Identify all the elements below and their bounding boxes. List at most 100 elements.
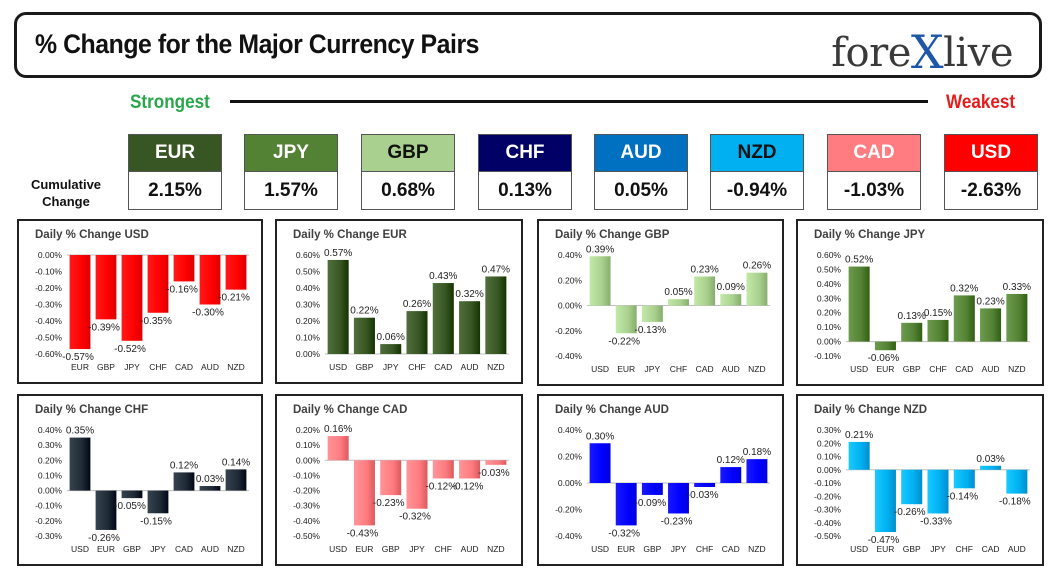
y-tick-label: -0.40% [555, 351, 582, 361]
currency-column-cad: CAD -1.03% [827, 134, 921, 210]
currency-code: NZD [710, 134, 804, 172]
cumulative-change-value: 0.05% [594, 172, 688, 210]
x-tick-label: USD [850, 544, 868, 554]
x-tick-label: AUD [1008, 544, 1026, 554]
y-tick-label: -0.30% [35, 531, 62, 541]
data-label: 0.33% [1003, 282, 1031, 293]
x-tick-label: CAD [696, 364, 714, 374]
data-label: 0.23% [976, 296, 1004, 307]
data-label: -0.14% [946, 491, 978, 502]
bar-aud [459, 301, 481, 354]
weakest-label: Weakest [946, 92, 1016, 113]
bar-eur [353, 460, 375, 526]
y-tick-label: 0.60% [817, 250, 842, 260]
bar-jpy [380, 344, 402, 354]
bar-gbp [901, 322, 923, 342]
x-tick-label: CAD [175, 544, 193, 554]
strength-scale-line [230, 100, 928, 103]
x-tick-label: NZD [227, 544, 244, 554]
bar-chart: 0.40% 0.20% 0.00% -0.20% -0.40% 0.39% USD -0.22… [555, 244, 771, 374]
data-label: -0.43% [347, 528, 379, 539]
y-tick-label: 0.40% [558, 250, 583, 260]
data-label: -0.33% [920, 516, 952, 527]
bar-usd [69, 437, 91, 491]
currency-code: JPY [244, 134, 338, 172]
bar-gbp [353, 317, 375, 354]
y-tick-label: 0.30% [817, 293, 842, 303]
data-label: -0.35% [140, 316, 172, 327]
x-tick-label: GBP [903, 544, 921, 554]
y-tick-label: 0.50% [817, 264, 842, 274]
x-tick-label: CAD [434, 362, 452, 372]
bar-eur [615, 305, 637, 334]
y-tick-label: 0.00% [558, 301, 583, 311]
data-label: 0.22% [350, 306, 378, 317]
currency-code: AUD [594, 134, 688, 172]
chart-title: Daily % Change CHF [35, 404, 149, 416]
bar-eur [95, 490, 117, 530]
x-tick-label: GBP [355, 362, 373, 372]
y-tick-label: 0.00% [817, 465, 842, 475]
data-label: 0.09% [717, 282, 745, 293]
y-tick-label: 0.20% [558, 275, 583, 285]
currency-code: USD [944, 134, 1038, 172]
data-label: -0.18% [999, 497, 1031, 508]
data-label: 0.47% [482, 264, 510, 275]
data-label: -0.09% [635, 498, 667, 509]
cumulative-change-label: Cumulative Change [30, 177, 102, 209]
data-label: 0.26% [743, 261, 771, 272]
bar-chart: 0.40% 0.30% 0.20% 0.10% 0.00% -0.10% -0.20% -0.… [35, 425, 250, 554]
currency-column-usd: USD -2.63% [944, 134, 1038, 210]
bar-gbp [641, 483, 663, 495]
chart-title: Daily % Change USD [35, 229, 149, 241]
y-tick-label: 0.30% [296, 300, 321, 310]
chart-title: Daily % Change EUR [293, 229, 407, 241]
y-tick-label: 0.40% [38, 425, 63, 435]
data-label: 0.23% [690, 264, 718, 275]
y-tick-label: -0.30% [293, 501, 320, 511]
bar-chf [694, 483, 716, 487]
currency-column-nzd: NZD -0.94% [710, 134, 804, 210]
bar-gbp [95, 255, 117, 320]
x-tick-label: EUR [71, 362, 89, 372]
x-tick-label: CHF [408, 362, 425, 372]
bar-usd [848, 441, 870, 470]
data-label: 0.03% [976, 454, 1004, 465]
data-label: -0.06% [868, 353, 900, 364]
bar-chart: 0.60% 0.50% 0.40% 0.30% 0.20% 0.10% 0.00% -0.10… [814, 250, 1031, 374]
bar-aud [199, 255, 221, 305]
data-label: 0.30% [586, 431, 614, 442]
bar-cad [173, 472, 195, 491]
chart-panel-aud: Daily % Change AUD 0.40% 0.20% 0.00% -0.20% -… [537, 394, 784, 566]
y-tick-label: 0.10% [296, 440, 321, 450]
chart-title: Daily % Change CAD [293, 404, 408, 416]
data-label: -0.03% [687, 490, 719, 501]
x-tick-label: USD [71, 544, 89, 554]
data-label: -0.12% [452, 481, 484, 492]
bar-chf [406, 311, 428, 354]
y-tick-label: 0.20% [817, 308, 842, 318]
bar-cad [173, 255, 195, 282]
x-tick-label: GBP [97, 362, 115, 372]
currency-code: EUR [128, 134, 222, 172]
y-tick-label: -0.10% [35, 501, 62, 511]
bar-chf [927, 319, 949, 342]
x-tick-label: AUD [722, 364, 740, 374]
y-tick-label: -0.20% [555, 505, 582, 515]
data-label: 0.16% [324, 424, 352, 435]
data-label: 0.57% [324, 248, 352, 259]
x-tick-label: AUD [461, 362, 479, 372]
data-label: -0.05% [114, 501, 146, 512]
chart-panel-jpy: Daily % Change JPY 0.60% 0.50% 0.40% 0.30% 0.… [796, 219, 1044, 386]
data-label: -0.21% [218, 293, 250, 304]
data-label: -0.26% [88, 533, 120, 544]
y-tick-label: 0.00% [817, 337, 842, 347]
data-label: -0.23% [373, 498, 405, 509]
bar-cad [720, 467, 742, 483]
y-tick-label: 0.20% [558, 452, 583, 462]
bar-usd [327, 259, 349, 354]
bar-nzd [225, 255, 247, 290]
y-tick-label: 0.00% [38, 486, 63, 496]
data-label: -0.23% [661, 516, 693, 527]
y-tick-label: -0.40% [814, 518, 841, 528]
